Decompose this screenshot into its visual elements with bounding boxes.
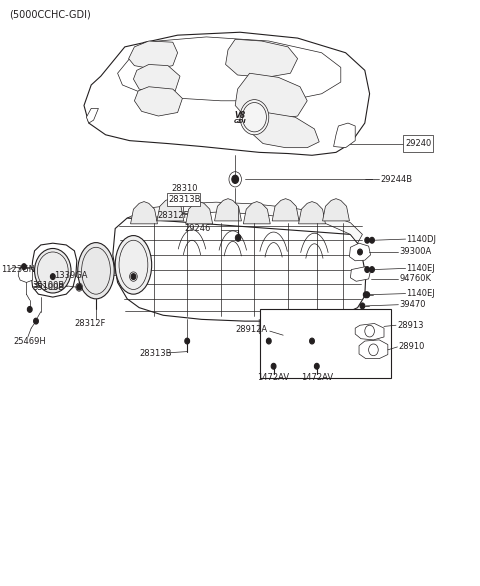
Text: 1140DJ: 1140DJ <box>407 234 437 244</box>
Polygon shape <box>350 267 371 281</box>
Polygon shape <box>355 323 384 340</box>
Circle shape <box>185 338 190 344</box>
Text: 28313B: 28313B <box>139 349 172 359</box>
Polygon shape <box>157 199 184 221</box>
Text: 1140EJ: 1140EJ <box>407 289 435 298</box>
Polygon shape <box>349 243 371 261</box>
Polygon shape <box>131 202 157 224</box>
Circle shape <box>360 303 365 309</box>
Text: 39300A: 39300A <box>399 247 432 257</box>
Polygon shape <box>215 199 241 221</box>
Polygon shape <box>31 243 77 297</box>
Text: V8: V8 <box>234 111 246 120</box>
Bar <box>260 309 391 378</box>
Text: 28913: 28913 <box>397 321 423 330</box>
Polygon shape <box>133 64 180 94</box>
Bar <box>167 193 200 206</box>
Polygon shape <box>359 340 388 359</box>
Circle shape <box>266 338 271 344</box>
Circle shape <box>365 292 370 298</box>
Polygon shape <box>243 202 270 224</box>
Circle shape <box>363 292 368 298</box>
Polygon shape <box>235 73 307 120</box>
Text: 1339GA: 1339GA <box>54 271 87 280</box>
Text: 35100B: 35100B <box>33 281 65 291</box>
Polygon shape <box>129 41 178 69</box>
Text: 28310: 28310 <box>172 184 198 193</box>
Text: 39470: 39470 <box>399 300 426 309</box>
Text: 28312F: 28312F <box>157 211 189 220</box>
Circle shape <box>131 274 136 280</box>
Circle shape <box>370 267 374 272</box>
Circle shape <box>232 175 239 183</box>
Circle shape <box>34 318 38 324</box>
Text: 35100B: 35100B <box>33 282 65 292</box>
Polygon shape <box>186 202 213 224</box>
Text: 29240: 29240 <box>405 139 432 148</box>
Circle shape <box>22 264 26 270</box>
Polygon shape <box>84 32 370 155</box>
Circle shape <box>358 249 362 255</box>
Text: 94760K: 94760K <box>399 274 432 284</box>
Circle shape <box>240 100 269 135</box>
Circle shape <box>365 237 370 243</box>
Polygon shape <box>272 199 299 221</box>
Circle shape <box>314 363 319 369</box>
Polygon shape <box>252 113 319 148</box>
Text: 1472AV: 1472AV <box>301 373 334 383</box>
Text: —: — <box>365 175 373 184</box>
Text: 29246: 29246 <box>185 224 211 233</box>
Text: 28912A: 28912A <box>235 325 267 334</box>
Polygon shape <box>18 267 33 282</box>
Bar <box>403 135 433 152</box>
Circle shape <box>271 363 276 369</box>
Text: 28910: 28910 <box>398 342 425 352</box>
Text: 1123GN: 1123GN <box>1 265 35 274</box>
Circle shape <box>50 274 55 280</box>
Polygon shape <box>86 108 98 123</box>
Polygon shape <box>334 123 355 148</box>
Polygon shape <box>226 39 298 77</box>
Ellipse shape <box>78 243 114 299</box>
Ellipse shape <box>115 236 152 294</box>
Text: 1472AV: 1472AV <box>257 373 289 383</box>
Circle shape <box>310 338 314 344</box>
Circle shape <box>77 284 82 290</box>
Text: 1140EJ: 1140EJ <box>407 264 435 273</box>
Circle shape <box>35 248 71 293</box>
Text: (5000CCHC-GDI): (5000CCHC-GDI) <box>10 9 91 20</box>
Polygon shape <box>323 199 349 221</box>
Text: 25469H: 25469H <box>13 336 46 346</box>
Text: 28313B: 28313B <box>168 195 201 205</box>
Text: GDI: GDI <box>234 120 246 124</box>
Circle shape <box>370 237 374 243</box>
Polygon shape <box>127 202 362 243</box>
Polygon shape <box>113 218 366 321</box>
Text: 29244B: 29244B <box>380 175 412 184</box>
Text: 28312F: 28312F <box>74 319 106 328</box>
Polygon shape <box>134 87 182 116</box>
Circle shape <box>365 267 370 272</box>
Circle shape <box>236 235 240 241</box>
Polygon shape <box>299 202 325 224</box>
Circle shape <box>27 306 32 312</box>
